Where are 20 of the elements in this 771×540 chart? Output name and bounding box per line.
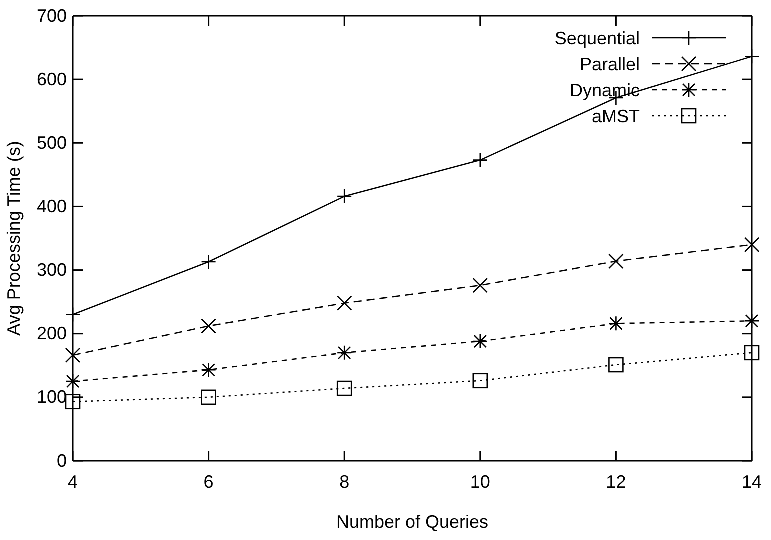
y-tick-label: 600 — [36, 69, 67, 90]
x-tick-label: 8 — [340, 472, 350, 492]
x-tick-label: 4 — [68, 472, 78, 492]
y-tick-label: 400 — [36, 196, 67, 216]
legend-label: Dynamic — [570, 80, 640, 100]
legend-label: aMST — [592, 106, 640, 126]
y-tick-label: 300 — [36, 260, 67, 280]
x-tick-label: 10 — [470, 472, 490, 492]
y-tick-label: 200 — [36, 324, 67, 344]
x-tick-label: 12 — [606, 472, 626, 492]
y-tick-label: 700 — [36, 6, 67, 26]
x-tick-label: 14 — [742, 472, 762, 492]
legend-label: Sequential — [554, 28, 640, 48]
y-tick-label: 0 — [56, 450, 67, 471]
x-axis-title: Number of Queries — [336, 512, 489, 532]
y-axis-title: Avg Processing Time (s) — [4, 141, 24, 336]
x-tick-label: 6 — [204, 472, 214, 492]
y-tick-label: 500 — [36, 132, 67, 153]
legend-label: Parallel — [580, 54, 640, 74]
y-tick-label: 100 — [36, 387, 67, 408]
